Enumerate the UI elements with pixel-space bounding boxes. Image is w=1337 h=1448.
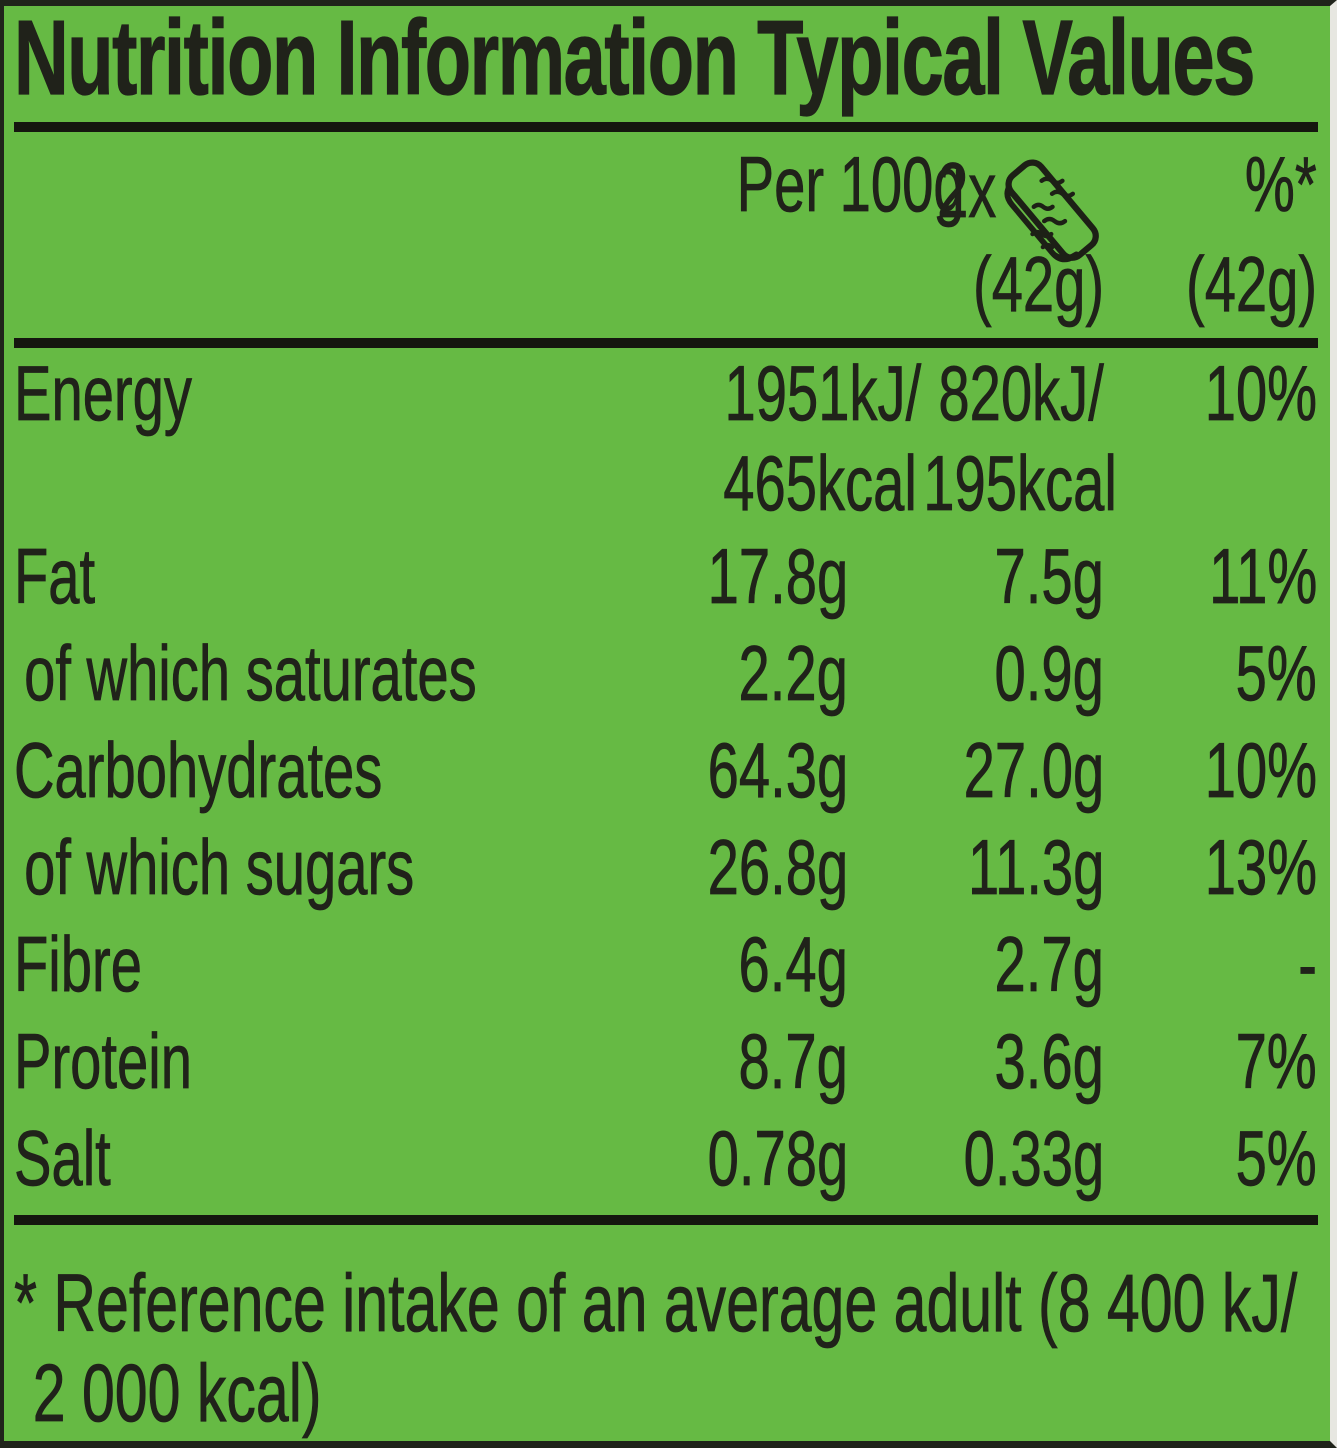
subheader-percent-weight: (42g) bbox=[1104, 236, 1318, 332]
footnote-line-2: 2 000 kcal) bbox=[32, 1348, 322, 1439]
value-percent-ri: 10% bbox=[1204, 349, 1317, 438]
header-per-100g: Per 100g bbox=[648, 132, 965, 248]
table-row-carbohydrates: Carbohydrates 64.3g 27.0g 10% bbox=[14, 722, 1318, 819]
percent-weight-text: (42g) bbox=[1185, 240, 1318, 329]
table-row-protein: Protein 8.7g 3.6g 7% bbox=[14, 1013, 1318, 1110]
value-per-100g: 26.8g bbox=[707, 823, 848, 912]
header-percent-ri: %* bbox=[1104, 132, 1317, 248]
header-portion-count-text: 2x bbox=[936, 146, 996, 235]
table-row-fat: Fat 17.8g 7.5g 11% bbox=[14, 528, 1318, 625]
divider-under-title bbox=[14, 122, 1318, 132]
value-percent-ri: 5% bbox=[1235, 629, 1318, 718]
nutrient-name: of which sugars bbox=[24, 823, 415, 912]
value-per-portion: 2.7g bbox=[994, 920, 1104, 1009]
header-per-portion: 2x bbox=[848, 132, 1104, 263]
nutrient-name: Carbohydrates bbox=[14, 726, 383, 815]
table-row-fibre: Fibre 6.4g 2.7g - bbox=[14, 916, 1318, 1013]
nutrient-name: Fat bbox=[14, 532, 96, 621]
value-per-100g: 8.7g bbox=[738, 1017, 848, 1106]
divider-under-header bbox=[14, 338, 1318, 348]
table-row-saturates: of which saturates 2.2g 0.9g 5% bbox=[14, 625, 1318, 722]
value-per-portion: 27.0g bbox=[963, 726, 1104, 815]
table-subheader-row: (42g) (42g) bbox=[14, 236, 1318, 332]
value-per-100g: 6.4g bbox=[738, 920, 848, 1009]
value-per-portion: 0.9g bbox=[994, 629, 1104, 718]
nutrient-name: Energy bbox=[14, 349, 193, 438]
value-per-portion: 3.6g bbox=[994, 1017, 1104, 1106]
value-per-portion: 11.3g bbox=[967, 823, 1104, 912]
value-percent-ri: 10% bbox=[1204, 726, 1317, 815]
table-row-sugars: of which sugars 26.8g 11.3g 13% bbox=[14, 819, 1318, 916]
value-per-portion: 7.5g bbox=[994, 532, 1104, 621]
value-percent-ri: - bbox=[1298, 920, 1317, 1009]
value-percent-ri: 7% bbox=[1235, 1017, 1318, 1106]
subheader-portion-weight: (42g) bbox=[848, 236, 1105, 332]
value-percent-ri: 5% bbox=[1235, 1114, 1318, 1203]
value-per-100g: 17.8g bbox=[707, 532, 848, 621]
subheader-empty-cell bbox=[14, 236, 648, 332]
value-percent-ri: 13% bbox=[1204, 823, 1317, 912]
subheader-empty-cell-2 bbox=[648, 236, 848, 332]
value-percent-ri: 11% bbox=[1208, 532, 1317, 621]
footnote-line-1: * Reference intake of an average adult (… bbox=[14, 1258, 1298, 1349]
divider-above-footnote bbox=[14, 1215, 1318, 1225]
portion-weight-text: (42g) bbox=[972, 240, 1105, 329]
nutrient-name: Fibre bbox=[14, 920, 143, 1009]
header-per-100g-text: Per 100g bbox=[736, 140, 965, 229]
nutrient-name: of which saturates bbox=[24, 629, 477, 718]
header-percent-text: %* bbox=[1245, 140, 1317, 229]
cereal-bar-icon bbox=[1004, 159, 1099, 263]
reference-intake-footnote: * Reference intake of an average adult (… bbox=[14, 1258, 1318, 1439]
label-content: Nutrition Information Typical Values Per… bbox=[4, 0, 1330, 1439]
value-per-portion: 0.33g bbox=[963, 1114, 1104, 1203]
header-empty-cell bbox=[14, 132, 648, 248]
value-per-100g: 2.2g bbox=[738, 629, 848, 718]
nutrient-name: Protein bbox=[14, 1017, 193, 1106]
page-title-text: Nutrition Information Typical Values bbox=[14, 0, 1256, 117]
table-row-energy: Energy 1951kJ/ 465kcal 820kJ/ 195kcal 10… bbox=[14, 348, 1318, 528]
value-per-100g: 64.3g bbox=[707, 726, 848, 815]
table-row-salt: Salt 0.78g 0.33g 5% bbox=[14, 1110, 1318, 1207]
value-per-100g: 0.78g bbox=[707, 1114, 848, 1203]
nutrient-name: Salt bbox=[14, 1114, 111, 1203]
value-per-100g: 1951kJ/ 465kcal bbox=[723, 349, 922, 528]
value-per-portion: 820kJ/ 195kcal bbox=[923, 349, 1117, 528]
table-header-row: Per 100g 2x bbox=[14, 132, 1318, 263]
page-title: Nutrition Information Typical Values bbox=[14, 0, 1318, 117]
